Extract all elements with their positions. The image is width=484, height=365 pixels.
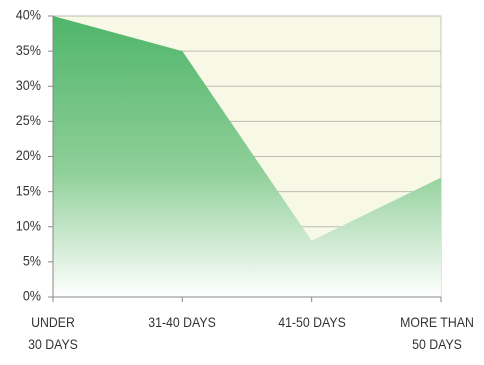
y-tick-label: 40%	[16, 7, 41, 23]
y-tick-label: 15%	[16, 183, 41, 199]
y-tick-label: 20%	[16, 148, 41, 164]
y-tick-label: 0%	[23, 288, 41, 304]
x-tick-label: 41-50 DAYS	[277, 314, 346, 330]
y-tick-label: 10%	[16, 218, 41, 234]
x-tick-label: 31-40 DAYS	[148, 314, 217, 330]
x-tick-label: UNDER 30 DAYS	[28, 314, 78, 352]
x-tick-label: MORE THAN 50 DAYS	[400, 314, 474, 352]
y-tick-label: 30%	[16, 77, 41, 93]
y-tick-label: 5%	[23, 253, 41, 269]
y-tick-label: 25%	[16, 112, 41, 128]
area	[53, 16, 441, 297]
y-tick-label: 35%	[16, 42, 41, 58]
